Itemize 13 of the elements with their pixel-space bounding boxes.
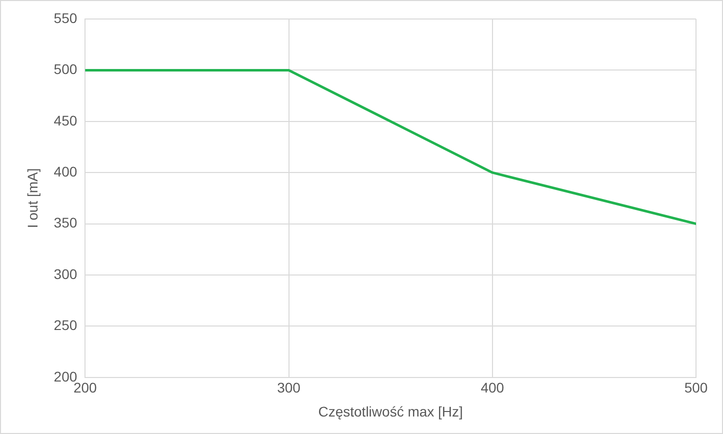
y-tick-label: 500 [54, 61, 78, 78]
y-tick-label: 300 [54, 266, 78, 282]
y-tick-label: 250 [54, 317, 78, 334]
x-axis-title: Częstotliwość max [Hz] [318, 403, 463, 420]
x-tick-label: 400 [480, 380, 504, 396]
x-tick-label: 500 [684, 380, 708, 396]
y-tick-label: 400 [54, 163, 78, 180]
y-axis-title: I out [mA] [24, 168, 40, 228]
y-tick-label: 350 [54, 214, 78, 231]
y-tick-label: 450 [54, 112, 78, 128]
x-tick-label: 300 [277, 380, 301, 396]
y-tick-label: 550 [54, 10, 78, 26]
y-tick-label: 200 [54, 368, 78, 384]
